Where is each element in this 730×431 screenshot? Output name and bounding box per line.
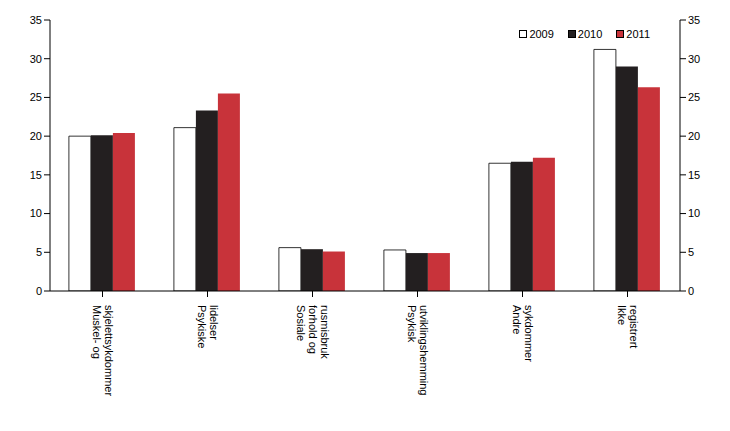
svg-text:0: 0 [36,285,42,297]
svg-text:Sosialeforhold ogrusmisbruk: Sosialeforhold ogrusmisbruk [295,305,331,359]
svg-text:35: 35 [30,14,42,26]
svg-text:Andresykdommer: Andresykdommer [511,305,535,362]
svg-text:25: 25 [688,91,700,103]
svg-text:20: 20 [688,130,700,142]
svg-text:5: 5 [688,246,694,258]
svg-text:Psykiskutviklingshemming: Psykiskutviklingshemming [406,305,430,395]
html-text:2009: 2009 [529,28,554,40]
svg-text:30: 30 [688,53,700,65]
svg-text:15: 15 [30,169,42,181]
svg-text:Ikkeregistrert: Ikkeregistrert [616,305,640,348]
svg-text:Muskel- ogskjelettsykdommer: Muskel- ogskjelettsykdommer [91,305,115,396]
svg-text:5: 5 [36,246,42,258]
svg-text:20: 20 [30,130,42,142]
svg-text:30: 30 [30,53,42,65]
svg-text:10: 10 [30,207,42,219]
svg-text:Psykiskelidelser: Psykiskelidelser [196,305,220,348]
svg-text:0: 0 [688,285,694,297]
html-text:2011: 2011 [626,28,650,40]
svg-text:25: 25 [30,91,42,103]
html-text:2010: 2010 [577,28,603,40]
svg-text:10: 10 [688,207,700,219]
svg-text:15: 15 [688,169,700,181]
svg-text:35: 35 [688,14,700,26]
